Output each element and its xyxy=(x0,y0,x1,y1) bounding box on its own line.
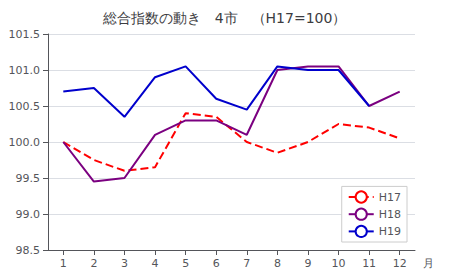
svg-text:月: 月 xyxy=(423,257,434,270)
svg-text:5: 5 xyxy=(182,257,189,270)
svg-text:H19: H19 xyxy=(379,225,401,238)
svg-text:2: 2 xyxy=(90,257,97,270)
svg-text:4: 4 xyxy=(152,257,159,270)
svg-text:100.5: 100.5 xyxy=(9,100,41,113)
svg-text:11: 11 xyxy=(362,257,376,270)
svg-text:3: 3 xyxy=(121,257,128,270)
svg-text:101.5: 101.5 xyxy=(9,28,41,41)
svg-text:12: 12 xyxy=(393,257,407,270)
svg-text:総合指数の動き 4市 （H17=100）: 総合指数の動き 4市 （H17=100） xyxy=(102,10,347,26)
svg-text:1: 1 xyxy=(60,257,67,270)
svg-text:99.5: 99.5 xyxy=(16,172,41,185)
svg-text:H18: H18 xyxy=(379,208,401,221)
svg-text:8: 8 xyxy=(274,257,281,270)
svg-text:9: 9 xyxy=(304,257,311,270)
svg-text:10: 10 xyxy=(332,257,346,270)
svg-text:7: 7 xyxy=(243,257,250,270)
svg-text:98.5: 98.5 xyxy=(16,244,41,257)
svg-text:100.0: 100.0 xyxy=(9,136,41,149)
svg-text:H17: H17 xyxy=(379,191,401,204)
svg-text:101.0: 101.0 xyxy=(9,64,41,77)
svg-text:99.0: 99.0 xyxy=(16,208,41,221)
svg-text:6: 6 xyxy=(213,257,220,270)
